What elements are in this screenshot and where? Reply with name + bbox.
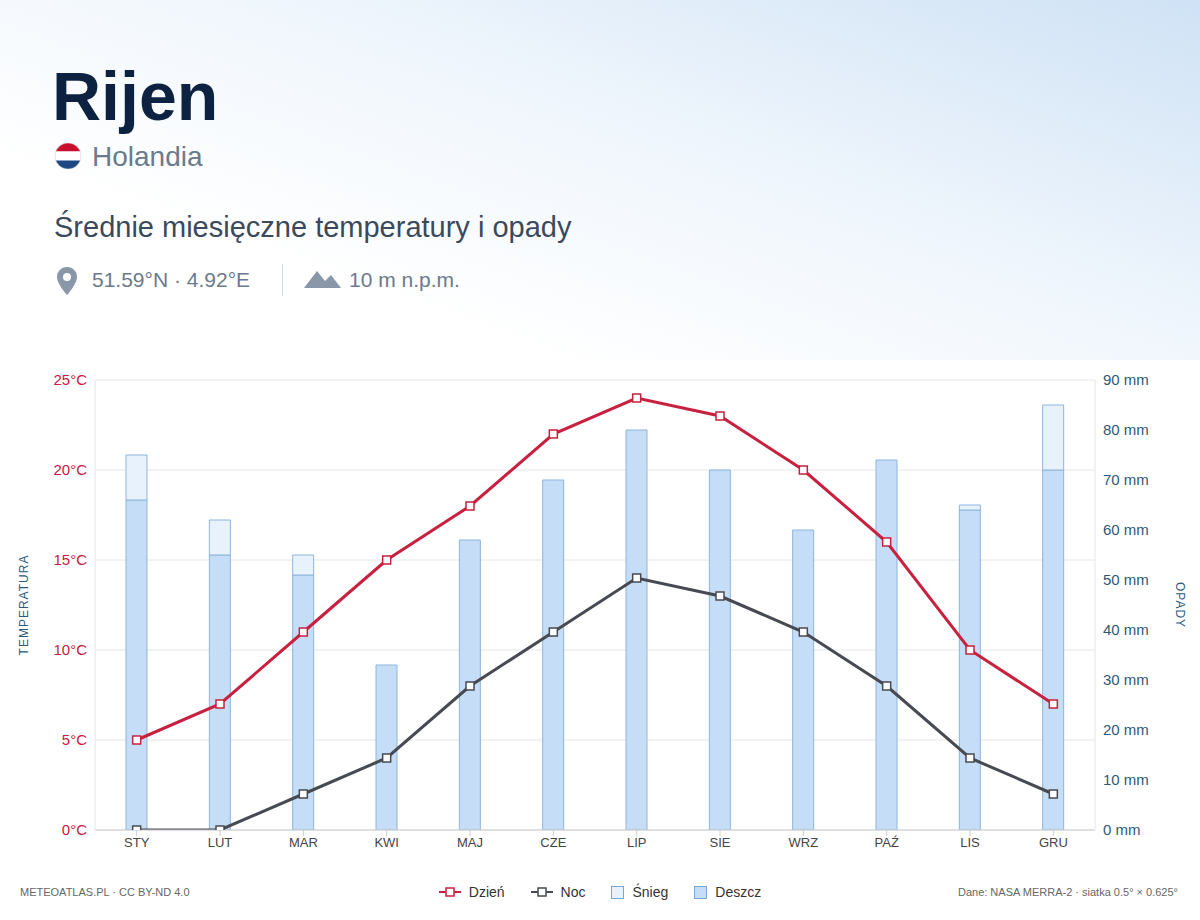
svg-text:KWI: KWI (374, 835, 399, 850)
svg-text:WRZ: WRZ (789, 835, 819, 850)
svg-text:20 mm: 20 mm (1103, 721, 1149, 738)
svg-text:MAJ: MAJ (457, 835, 483, 850)
svg-text:15°C: 15°C (53, 551, 87, 568)
svg-text:LIS: LIS (960, 835, 980, 850)
svg-text:GRU: GRU (1039, 835, 1068, 850)
svg-text:STY: STY (124, 835, 150, 850)
svg-text:60 mm: 60 mm (1103, 521, 1149, 538)
svg-text:SIE: SIE (710, 835, 731, 850)
html-text:Noc: Noc (560, 884, 586, 900)
svg-text:25°C: 25°C (53, 371, 87, 388)
html-text:Deszcz: Deszcz (715, 884, 762, 900)
svg-text:CZE: CZE (540, 835, 566, 850)
html-text:10 m n.p.m.: 10 m n.p.m. (349, 268, 460, 291)
html-text:METEOATLAS.PL · CC BY-ND 4.0: METEOATLAS.PL · CC BY-ND 4.0 (20, 886, 190, 898)
svg-text:10°C: 10°C (53, 641, 87, 658)
html-text:Rijen: Rijen (52, 58, 219, 134)
svg-text:10 mm: 10 mm (1103, 771, 1149, 788)
svg-text:0°C: 0°C (62, 821, 87, 838)
svg-text:50 mm: 50 mm (1103, 571, 1149, 588)
html-text:51.59°N · 4.92°E: 51.59°N · 4.92°E (92, 268, 251, 291)
html-text:Średnie miesięczne temperatury: Średnie miesięczne temperatury i opady (54, 211, 572, 243)
html-text:Dane: NASA MERRA-2 · siatka 0.: Dane: NASA MERRA-2 · siatka 0.5° × 0.625… (958, 886, 1178, 898)
svg-text:LIP: LIP (627, 835, 647, 850)
svg-text:LUT: LUT (208, 835, 233, 850)
svg-text:MAR: MAR (289, 835, 318, 850)
svg-text:70 mm: 70 mm (1103, 471, 1149, 488)
svg-text:40 mm: 40 mm (1103, 621, 1149, 638)
svg-text:PAŹ: PAŹ (875, 835, 899, 850)
html-text:Holandia: Holandia (92, 141, 203, 172)
html-text:TEMPERATURA: TEMPERATURA (17, 554, 31, 656)
html-text:Dzień: Dzień (468, 884, 505, 900)
svg-text:30 mm: 30 mm (1103, 671, 1149, 688)
svg-text:5°C: 5°C (62, 731, 87, 748)
html-text:Śnieg: Śnieg (632, 884, 669, 900)
svg-text:20°C: 20°C (53, 461, 87, 478)
svg-text:90 mm: 90 mm (1103, 371, 1149, 388)
html-text:OPADY: OPADY (1173, 581, 1187, 629)
svg-text:80 mm: 80 mm (1103, 421, 1149, 438)
svg-text:0 mm: 0 mm (1103, 821, 1141, 838)
